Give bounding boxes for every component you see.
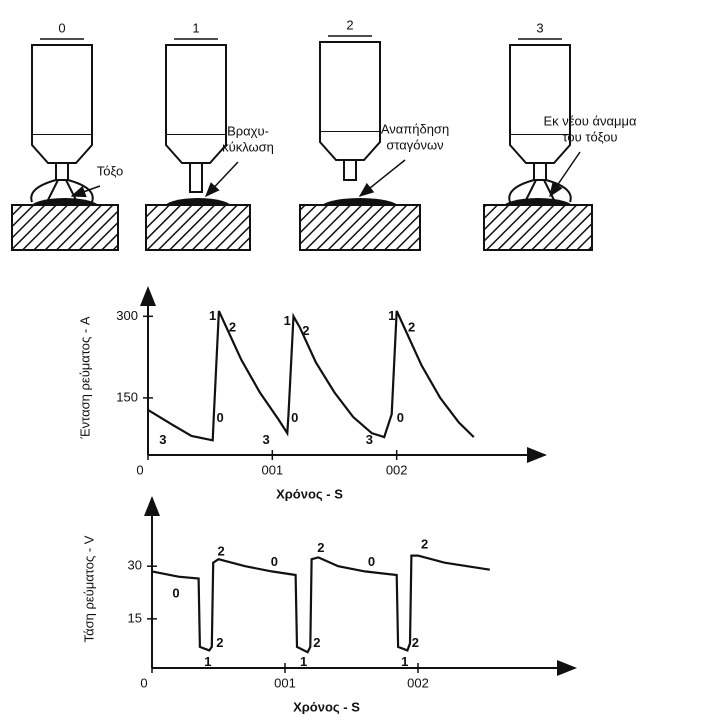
point-label: 0 — [172, 586, 179, 601]
point-label: 0 — [368, 554, 375, 569]
torch-body — [31, 44, 93, 136]
y-tick-label: 150 — [116, 389, 138, 404]
point-label: 0 — [271, 554, 278, 569]
stage-number: 3 — [536, 20, 543, 35]
waveform — [147, 310, 475, 442]
torch-body — [509, 44, 571, 136]
wire — [533, 162, 547, 181]
stage-number: 1 — [192, 20, 199, 35]
welding-stage: 0 Τόξο — [11, 20, 123, 251]
pointer-arrow — [549, 151, 581, 198]
welding-stage: 1 Βραχυ-κύκλωση — [145, 20, 274, 251]
stage-label: Αναπήδηση — [381, 121, 449, 136]
nozzle — [31, 135, 93, 164]
torch-body — [319, 41, 381, 133]
point-label: 0 — [397, 410, 404, 425]
workpiece — [11, 204, 119, 251]
stage-number: 0 — [58, 20, 65, 35]
point-label: 1 — [401, 654, 408, 669]
pointer-arrow — [70, 185, 101, 198]
y-axis-label: Τάση ρεύματος - V — [81, 535, 96, 642]
stage-label: Βραχυ- — [227, 123, 269, 138]
wire — [55, 162, 69, 181]
stage-number: 2 — [346, 17, 353, 32]
point-label: 2 — [302, 323, 309, 338]
point-label: 1 — [209, 308, 216, 323]
x-tick-label: 001 — [274, 675, 296, 690]
x-axis-label: Χρόνος - S — [276, 486, 343, 501]
stage-label: του τόξου — [562, 129, 617, 144]
y-tick-label: 15 — [128, 610, 142, 625]
nozzle — [319, 132, 381, 161]
stage-label: Εκ νέου άναμμα — [543, 113, 637, 128]
y-tick-label: 300 — [116, 308, 138, 323]
y-tick-label: 30 — [128, 558, 142, 573]
arc — [508, 179, 572, 203]
workpiece — [145, 204, 251, 251]
point-label: 3 — [366, 432, 373, 447]
x-axis-label: Χρόνος - S — [293, 699, 360, 714]
point-label: 2 — [421, 537, 428, 552]
point-label: 2 — [216, 635, 223, 650]
point-label: 0 — [291, 410, 298, 425]
nozzle — [509, 135, 571, 164]
x-tick-label: 0 — [140, 675, 147, 690]
torch-body — [165, 44, 227, 136]
nozzle — [165, 135, 227, 164]
x-tick-label: 001 — [261, 462, 283, 477]
stage-label: σταγόνων — [386, 137, 443, 152]
point-label: 1 — [300, 654, 307, 669]
waveform — [151, 554, 490, 654]
wire — [189, 162, 203, 193]
stage-label: κύκλωση — [222, 139, 274, 154]
y-axis-label: Ένταση ρεύματος - A — [77, 316, 92, 439]
point-label: 3 — [159, 432, 166, 447]
point-label: 2 — [317, 540, 324, 555]
wire — [343, 159, 357, 181]
workpiece — [299, 204, 421, 251]
x-tick-label: 0 — [136, 462, 143, 477]
point-label: 1 — [284, 313, 291, 328]
stage-label: Τόξο — [97, 163, 123, 178]
pointer-arrow — [204, 161, 239, 198]
pointer-arrow — [358, 159, 406, 197]
point-label: 2 — [313, 635, 320, 650]
point-label: 2 — [218, 544, 225, 559]
x-tick-label: 002 — [386, 462, 408, 477]
x-tick-label: 002 — [407, 675, 429, 690]
point-label: 2 — [412, 635, 419, 650]
point-label: 2 — [408, 320, 415, 335]
point-label: 1 — [204, 654, 211, 669]
workpiece — [483, 204, 593, 251]
point-label: 0 — [216, 410, 223, 425]
point-label: 2 — [229, 320, 236, 335]
point-label: 3 — [262, 432, 269, 447]
point-label: 1 — [388, 308, 395, 323]
